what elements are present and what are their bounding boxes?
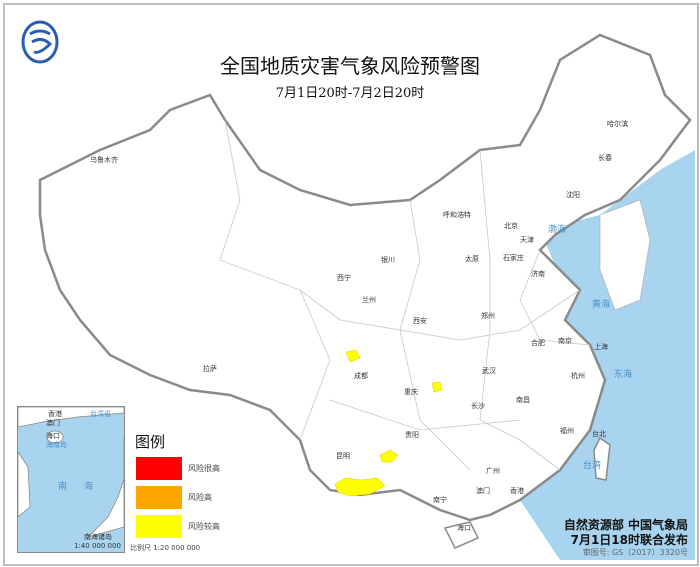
city-label: 北京	[504, 222, 518, 230]
city-label: 乌鲁木齐	[90, 156, 118, 164]
city-label: 福州	[560, 427, 574, 435]
city-label: 长春	[598, 154, 612, 162]
legend-title: 图例	[135, 433, 166, 451]
south-china-sea-inset: 香港 台湾省 澳门 海口 海南岛 南 海 南海诸岛 1:40 000 000	[17, 406, 125, 553]
warning-area	[345, 349, 361, 363]
city-label: 郑州	[481, 312, 495, 320]
city-label: 武汉	[482, 367, 496, 375]
city-label: 贵阳	[405, 431, 419, 439]
city-label: 天津	[520, 236, 534, 244]
inset-label: 香港	[48, 410, 62, 418]
city-label: 济南	[531, 270, 545, 278]
inset-scale: 1:40 000 000	[74, 542, 121, 550]
inset-label: 海	[84, 482, 94, 492]
city-label: 海口	[457, 524, 471, 532]
sea-label: 台湾	[583, 461, 602, 471]
city-label: 西安	[413, 317, 427, 325]
warning-area	[334, 477, 386, 497]
inset-label: 海南岛	[46, 441, 67, 449]
inset-label: 南海诸岛	[84, 533, 112, 541]
warning-area	[431, 381, 443, 393]
city-label: 兰州	[362, 296, 376, 304]
city-label: 南昌	[516, 396, 530, 404]
sea-label: 东海	[614, 370, 633, 380]
city-label: 合肥	[531, 339, 545, 347]
city-label: 上海	[594, 343, 608, 351]
city-label: 太原	[465, 255, 479, 263]
inset-label: 南	[58, 482, 68, 492]
city-label: 石家庄	[503, 254, 524, 262]
city-label: 台北	[592, 430, 606, 438]
inset-label: 海口	[46, 432, 60, 440]
legend-label: 风险较高	[188, 522, 220, 531]
city-label: 哈尔滨	[607, 120, 628, 128]
publisher: 自然资源部 中国气象局	[563, 518, 688, 532]
scale-text: 比例尺 1:20 000 000	[130, 544, 201, 552]
inset-label: 台湾省	[90, 410, 111, 418]
map-number: 审图号: GS（2017）3320号	[582, 548, 688, 557]
legend-swatch-high	[136, 486, 182, 509]
province-borders	[219, 119, 591, 471]
warning-area	[379, 449, 399, 463]
sea-label: 渤海	[548, 225, 567, 235]
inset-label: 澳门	[46, 419, 60, 427]
legend-label: 风险高	[188, 493, 212, 502]
city-label: 长沙	[471, 402, 485, 410]
city-label: 拉萨	[203, 365, 217, 373]
warning-areas	[334, 349, 443, 497]
city-label: 银川	[381, 256, 395, 264]
page-subtitle: 7月1日20时-7月2日20时	[275, 86, 425, 101]
city-label: 澳门	[476, 487, 490, 495]
issue-time: 7月1日18时联合发布	[570, 533, 688, 547]
taiwan-island	[593, 436, 611, 481]
page-title: 全国地质灾害气象风险预警图	[220, 54, 480, 78]
city-label: 南宁	[433, 496, 447, 504]
city-label: 南京	[558, 337, 572, 345]
city-label: 沈阳	[566, 191, 580, 199]
city-label: 西宁	[337, 274, 351, 282]
city-label: 昆明	[336, 452, 350, 460]
legend-swatch-very-high	[136, 457, 182, 480]
sea-label: 黄海	[592, 300, 611, 310]
sea-area	[520, 150, 695, 560]
city-label: 杭州	[571, 372, 585, 380]
legend-label: 风险很高	[188, 464, 220, 473]
hainan-island	[443, 521, 480, 549]
city-label: 重庆	[404, 388, 418, 396]
city-label: 广州	[486, 467, 500, 475]
korea-land	[599, 199, 651, 311]
cma-logo	[21, 20, 59, 64]
city-label: 呼和浩特	[443, 211, 471, 219]
city-label: 香港	[510, 487, 524, 495]
legend-swatch-elevated	[136, 515, 182, 538]
city-label: 成都	[354, 372, 368, 380]
china-outline	[38, 33, 692, 522]
